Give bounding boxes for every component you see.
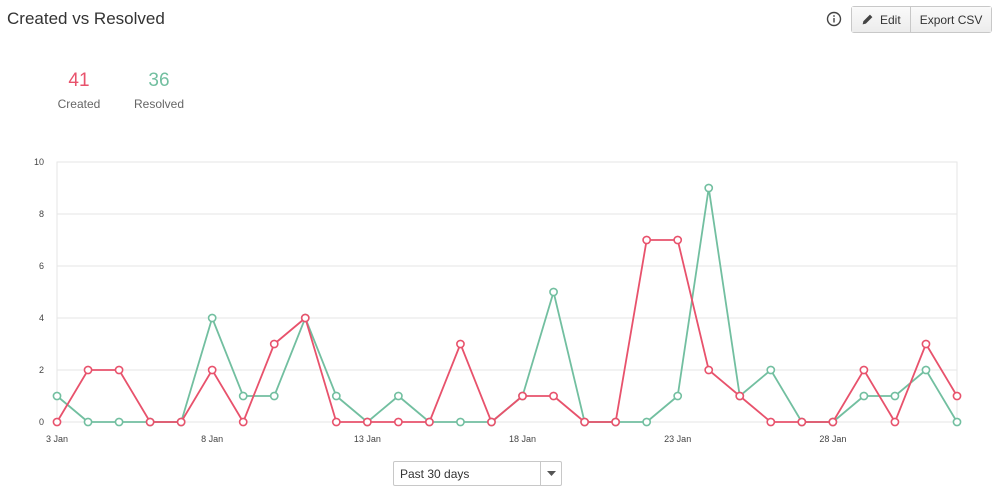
created-data-point xyxy=(238,417,248,427)
x-tick-label: 18 Jan xyxy=(509,434,536,444)
resolved-data-point xyxy=(207,313,217,323)
created-data-point xyxy=(797,417,807,427)
resolved-data-point xyxy=(642,417,652,427)
created-label: Created xyxy=(57,97,101,111)
resolved-data-point xyxy=(52,391,62,401)
x-tick-label: 13 Jan xyxy=(354,434,381,444)
created-data-point xyxy=(735,391,745,401)
resolved-data-point xyxy=(704,183,714,193)
created-summary: 41 Created xyxy=(52,70,106,111)
resolved-data-point xyxy=(393,391,403,401)
created-data-point xyxy=(456,339,465,349)
resolved-data-point xyxy=(673,391,683,401)
resolved-label: Resolved xyxy=(133,97,185,111)
created-data-point xyxy=(952,391,962,401)
created-data-point xyxy=(549,391,558,401)
created-data-point xyxy=(611,417,621,427)
created-vs-resolved-chart: 0 2 4 6 8 10 3 Jan 8 Jan 13 Jan 18 Jan 23 Jan 28 Ja… xyxy=(34,157,962,444)
created-data-point xyxy=(890,417,900,427)
period-select-value: Past 30 days xyxy=(400,466,470,481)
y-tick-label: 2 xyxy=(39,365,44,375)
created-data-point xyxy=(642,235,652,245)
y-tick-label: 6 xyxy=(39,261,44,271)
resolved-data-point xyxy=(766,365,776,375)
created-data-point xyxy=(114,365,124,375)
resolved-data-point xyxy=(238,391,248,401)
created-data-point xyxy=(362,417,372,427)
created-data-point xyxy=(176,417,186,427)
page-title: Created vs Resolved xyxy=(7,9,165,28)
export-csv-label: Export CSV xyxy=(919,12,983,27)
created-data-point xyxy=(145,417,155,427)
created-series-line xyxy=(56,239,958,423)
resolved-data-point xyxy=(331,391,341,401)
resolved-series-line xyxy=(56,187,958,423)
created-data-point xyxy=(83,365,93,375)
y-tick-label: 10 xyxy=(34,157,44,167)
y-tick-label: 0 xyxy=(39,417,44,427)
created-data-point xyxy=(300,313,310,323)
created-data-point xyxy=(52,417,62,427)
x-tick-label: 23 Jan xyxy=(664,434,691,444)
created-data-point xyxy=(269,339,279,349)
resolved-data-point xyxy=(269,391,279,401)
pencil-icon xyxy=(862,14,873,25)
created-count: 41 xyxy=(68,70,90,91)
x-tick-label: 8 Jan xyxy=(201,434,223,444)
created-data-point xyxy=(487,417,496,427)
resolved-data-point xyxy=(83,417,93,427)
y-tick-label: 4 xyxy=(39,313,44,323)
edit-button[interactable]: Edit xyxy=(852,7,910,32)
resolved-data-point xyxy=(890,391,900,401)
created-data-point xyxy=(673,235,683,245)
resolved-summary: 36 Resolved xyxy=(129,70,189,111)
created-data-point xyxy=(766,417,776,427)
created-data-point xyxy=(393,417,403,427)
resolved-count: 36 xyxy=(148,70,170,91)
toolbar: Edit Export CSV xyxy=(851,6,993,33)
created-data-point xyxy=(859,365,869,375)
x-tick-label: 28 Jan xyxy=(819,434,846,444)
resolved-data-point xyxy=(952,417,962,427)
resolved-data-point xyxy=(114,417,124,427)
info-icon[interactable] xyxy=(826,11,842,27)
export-csv-button[interactable]: Export CSV xyxy=(909,7,992,32)
created-data-point xyxy=(921,339,931,349)
resolved-data-point xyxy=(549,287,558,297)
resolved-data-point xyxy=(456,417,465,427)
created-data-point xyxy=(704,365,714,375)
resolved-data-point xyxy=(921,365,931,375)
created-data-point xyxy=(331,417,341,427)
resolved-data-point xyxy=(859,391,869,401)
created-data-point xyxy=(207,365,217,375)
y-tick-label: 8 xyxy=(39,209,44,219)
x-tick-label: 3 Jan xyxy=(46,434,68,444)
period-select[interactable]: Past 30 days xyxy=(393,461,562,486)
created-data-point xyxy=(580,417,589,427)
created-data-point xyxy=(425,417,434,427)
created-data-point xyxy=(828,417,838,427)
chevron-down-icon[interactable] xyxy=(540,462,561,485)
edit-button-label: Edit xyxy=(880,12,901,27)
created-data-point xyxy=(518,391,527,401)
